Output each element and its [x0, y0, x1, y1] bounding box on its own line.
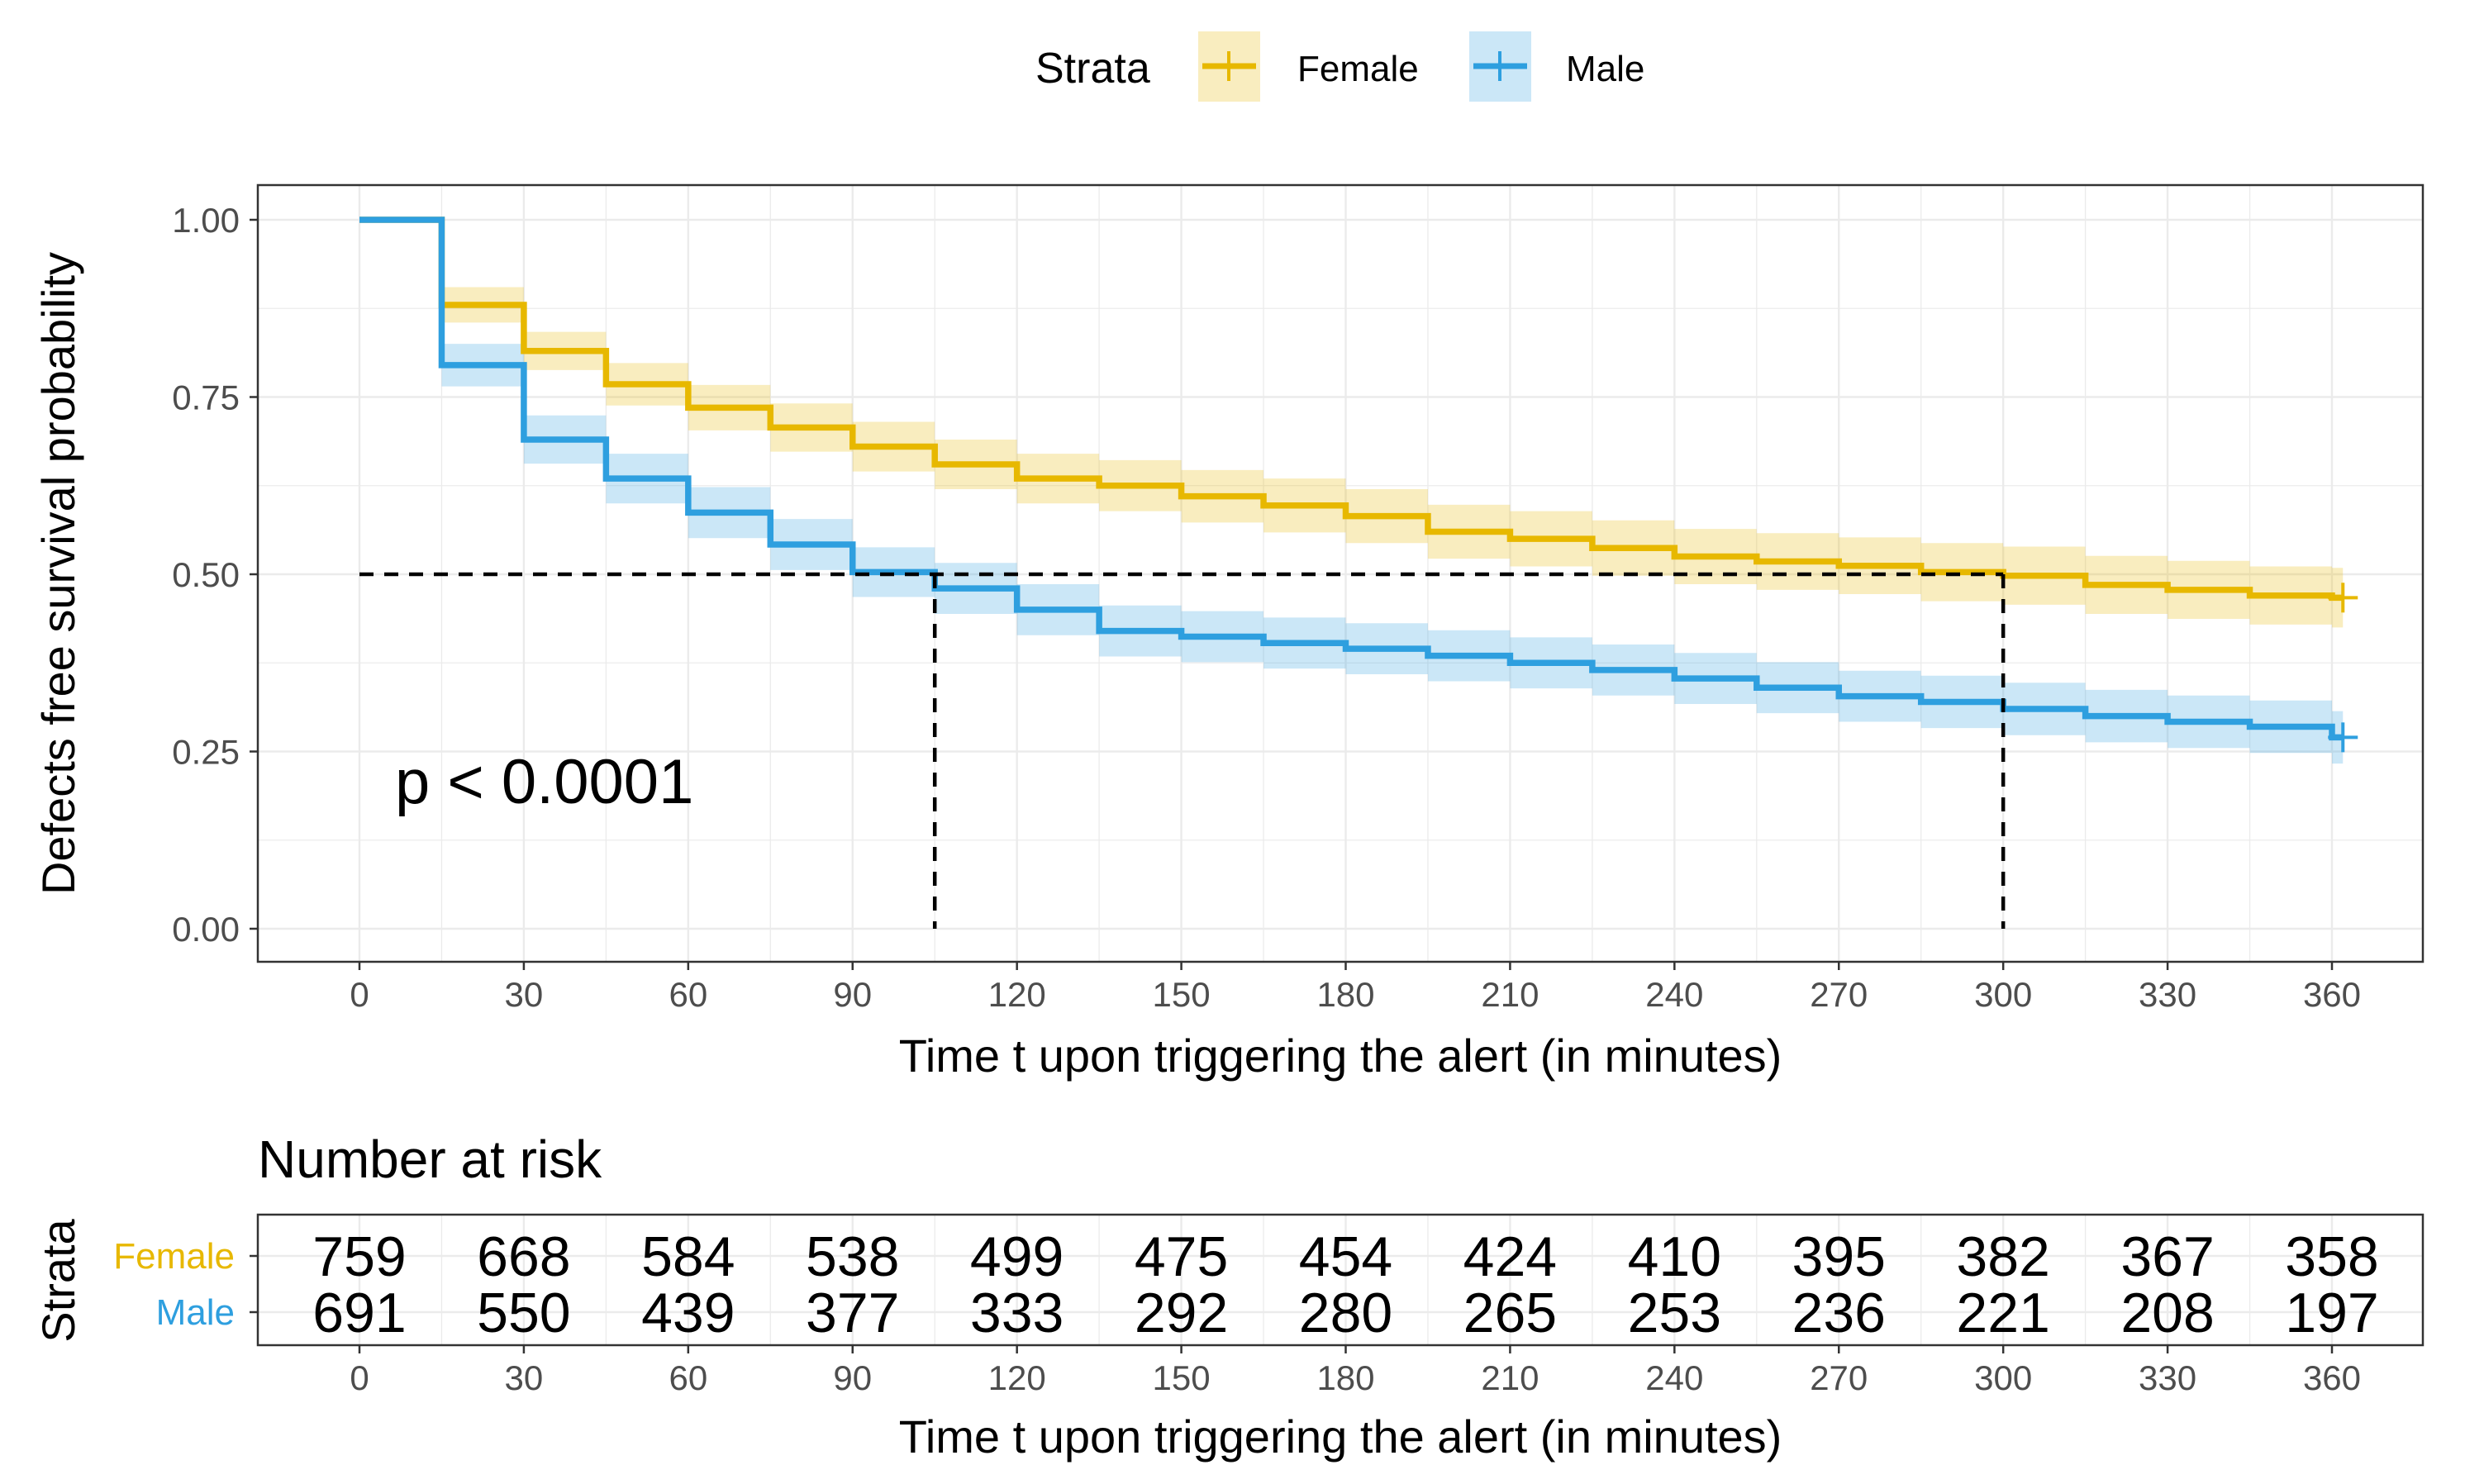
x-tick-label: 240 — [1645, 975, 1703, 1014]
x-tick-label: 120 — [988, 975, 1046, 1014]
risk-value-male: 377 — [806, 1282, 899, 1344]
survival-curve-male — [359, 216, 2344, 741]
risk-x-tick-label: 0 — [350, 1358, 369, 1397]
risk-x-tick-label: 210 — [1481, 1358, 1539, 1397]
x-tick-label: 210 — [1481, 975, 1539, 1014]
risk-value-male: 197 — [2285, 1282, 2378, 1344]
censor-mark-male — [2328, 722, 2358, 753]
y-tick-label: 1.00 — [172, 201, 240, 240]
risk-value-female: 382 — [1956, 1225, 2049, 1288]
risk-value-male: 208 — [2120, 1282, 2214, 1344]
risk-value-male: 550 — [477, 1282, 570, 1344]
risk-table-x-axis-label: Time t upon triggering the alert (in min… — [899, 1410, 1782, 1463]
risk-table-panel-background — [258, 1215, 2423, 1345]
risk-x-tick-label: 330 — [2139, 1358, 2196, 1397]
risk-value-male: 439 — [641, 1282, 735, 1344]
risk-value-female: 499 — [970, 1225, 1064, 1288]
x-axis-ticks: 0 30 60 90 120 150 180 210 240 270 300 330 360 — [350, 962, 2361, 1014]
risk-value-female: 395 — [1792, 1225, 1886, 1288]
risk-value-female: 584 — [641, 1225, 735, 1288]
risk-x-tick-label: 90 — [833, 1358, 872, 1397]
risk-value-male: 280 — [1299, 1282, 1392, 1344]
risk-x-tick-label: 360 — [2303, 1358, 2361, 1397]
risk-x-tick-label: 30 — [505, 1358, 544, 1397]
x-tick-label: 150 — [1153, 975, 1211, 1014]
risk-row-label-male: Male — [156, 1292, 235, 1333]
median-lines — [359, 572, 2006, 929]
x-tick-label: 270 — [1810, 975, 1868, 1014]
risk-x-tick-label: 300 — [1974, 1358, 2032, 1397]
x-tick-label: 60 — [669, 975, 707, 1014]
x-tick-label: 30 — [505, 975, 544, 1014]
y-tick-label: 0.00 — [172, 910, 240, 949]
x-axis-label: Time t upon triggering the alert (in min… — [899, 1030, 1782, 1082]
x-tick-label: 360 — [2303, 975, 2361, 1014]
risk-table-panel-border — [256, 1213, 2425, 1347]
risk-table-title: Number at risk — [258, 1130, 602, 1189]
risk-x-tick-label: 60 — [669, 1358, 707, 1397]
legend-label-female: Female — [1297, 49, 1419, 89]
risk-value-female: 410 — [1628, 1225, 1721, 1288]
survival-curve-female — [359, 216, 2344, 602]
risk-table-y-axis-label: Strata — [32, 1218, 84, 1342]
risk-value-male: 691 — [312, 1282, 406, 1344]
y-tick-label: 0.50 — [172, 555, 240, 594]
x-tick-label: 90 — [833, 975, 872, 1014]
main-plot: 0.00 0.25 0.50 0.75 1.00 0 30 60 90 120 150 180 210… — [32, 183, 2425, 1082]
legend-key-male — [1469, 31, 1531, 102]
x-tick-label: 330 — [2139, 975, 2196, 1014]
risk-value-female: 454 — [1299, 1225, 1392, 1288]
risk-value-male: 236 — [1792, 1282, 1886, 1344]
legend-title: Strata — [1035, 45, 1150, 93]
x-tick-label: 180 — [1316, 975, 1374, 1014]
y-tick-label: 0.25 — [172, 733, 240, 772]
legend: Strata Female Male — [1035, 31, 1644, 102]
risk-x-tick-label: 150 — [1153, 1358, 1211, 1397]
y-tick-label: 0.75 — [172, 378, 240, 417]
risk-value-female: 759 — [312, 1225, 406, 1288]
risk-value-male: 221 — [1956, 1282, 2049, 1344]
y-axis-ticks: 0.00 0.25 0.50 0.75 1.00 — [172, 201, 258, 949]
risk-table: Number at risk Female 759 668 584 538 499 475 4… — [32, 1130, 2425, 1463]
risk-value-male: 292 — [1135, 1282, 1228, 1344]
risk-x-tick-label: 270 — [1810, 1358, 1868, 1397]
y-axis-label: Defects free survival probability — [32, 252, 84, 895]
censor-mark-female — [2328, 583, 2358, 613]
risk-x-tick-label: 240 — [1645, 1358, 1703, 1397]
risk-table-x-ticks: 0 30 60 90 120 150 180 210 240 270 300 330 360 — [350, 1345, 2361, 1397]
legend-label-male: Male — [1566, 49, 1644, 89]
risk-value-female: 668 — [477, 1225, 570, 1288]
p-value-annotation: p < 0.0001 — [395, 747, 693, 817]
x-tick-label: 300 — [1974, 975, 2032, 1014]
risk-value-female: 424 — [1463, 1225, 1557, 1288]
risk-value-male: 253 — [1628, 1282, 1721, 1344]
risk-table-grid — [258, 1215, 2423, 1345]
risk-table-rows: Female 759 668 584 538 499 475 454 424 410 395 382 3… — [113, 1225, 2378, 1344]
risk-value-male: 265 — [1463, 1282, 1557, 1344]
risk-value-male: 333 — [970, 1282, 1064, 1344]
legend-key-female — [1198, 31, 1260, 102]
risk-value-female: 367 — [2120, 1225, 2214, 1288]
confidence-band-male — [359, 220, 2344, 764]
risk-x-tick-label: 120 — [988, 1358, 1046, 1397]
risk-value-female: 358 — [2285, 1225, 2378, 1288]
survival-curves — [359, 216, 2358, 753]
x-tick-label: 0 — [350, 975, 369, 1014]
risk-value-female: 538 — [806, 1225, 899, 1288]
risk-value-female: 475 — [1135, 1225, 1228, 1288]
risk-row-label-female: Female — [113, 1236, 235, 1277]
risk-x-tick-label: 180 — [1316, 1358, 1374, 1397]
